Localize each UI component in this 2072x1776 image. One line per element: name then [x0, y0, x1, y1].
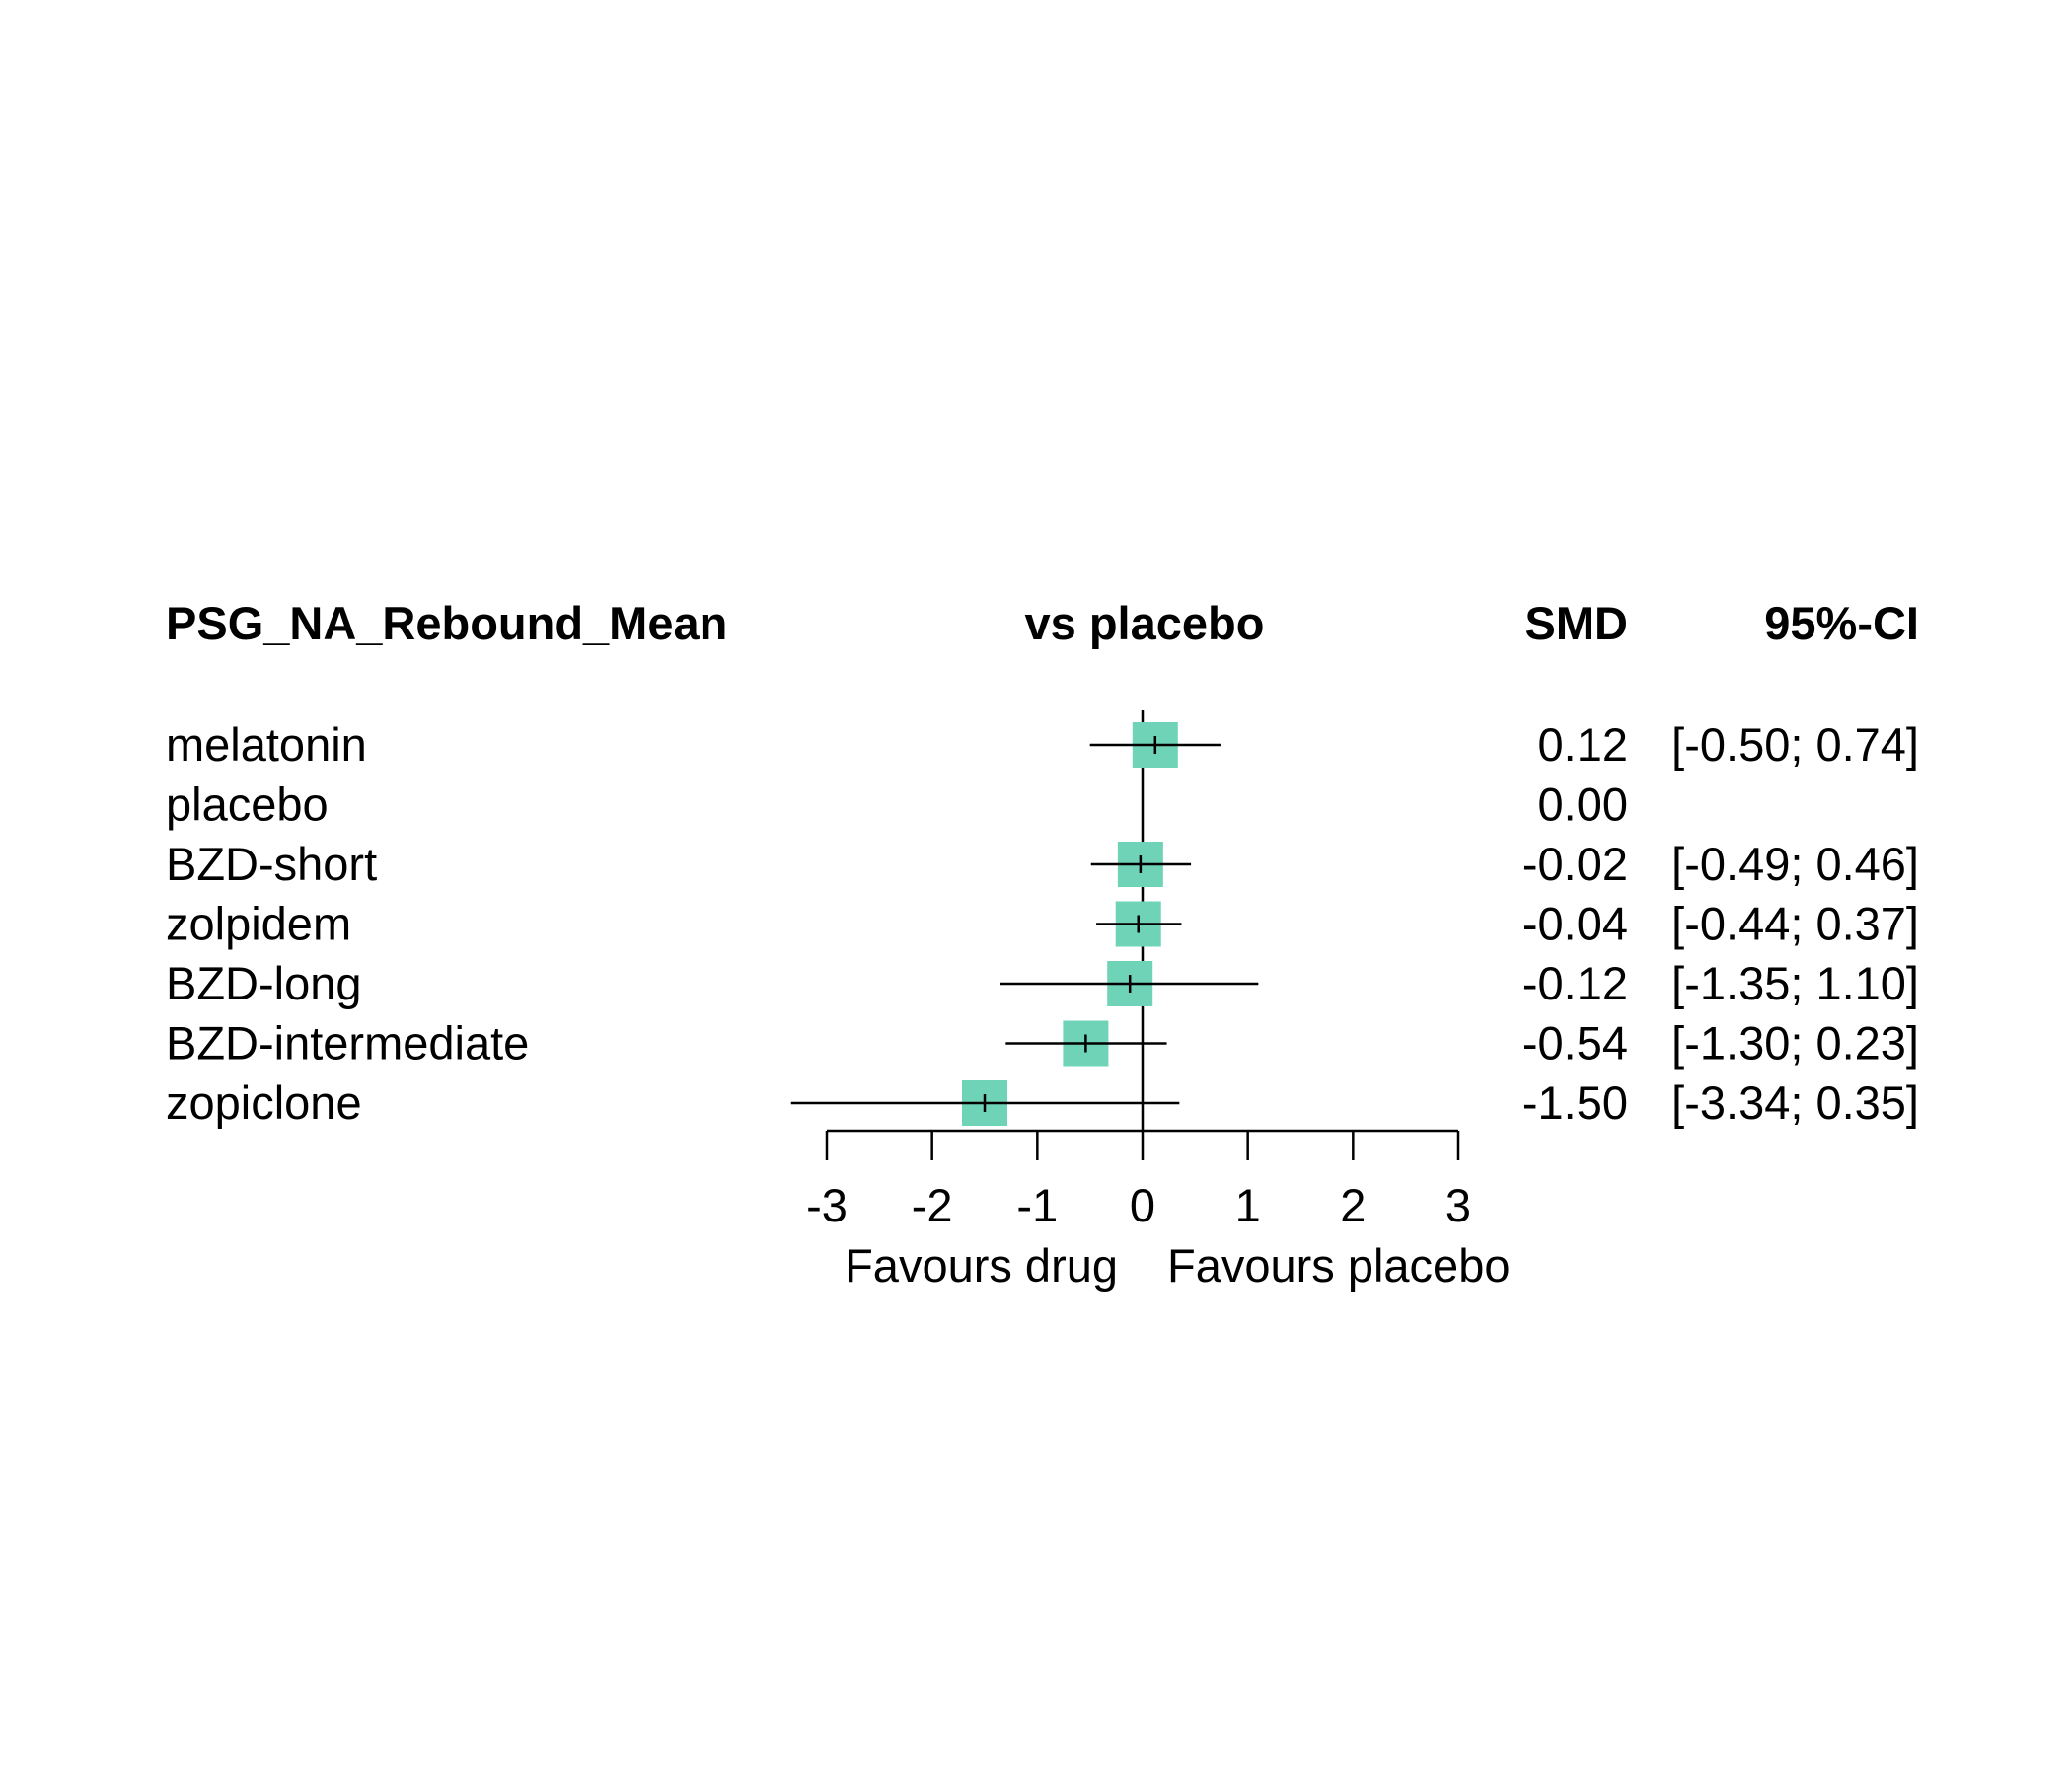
smd-value-zopiclone: -1.50 [1522, 1076, 1628, 1129]
ci-value-bzd-long: [-1.35; 1.10] [1671, 957, 1919, 1009]
favours-placebo-label: Favours placebo [1167, 1239, 1510, 1292]
outcome-header: PSG_NA_Rebound_Mean [166, 597, 727, 649]
favours-drug-label: Favours drug [845, 1239, 1118, 1292]
ci-header: 95%-CI [1764, 597, 1919, 649]
row-label-bzd-short: BZD-short [166, 838, 377, 890]
x-tick-label-6: 3 [1445, 1179, 1471, 1231]
row-label-zolpidem: zolpidem [166, 898, 351, 950]
smd-header: SMD [1525, 597, 1628, 649]
row-label-placebo: placebo [166, 778, 329, 831]
comparison-header: vs placebo [1025, 597, 1265, 649]
x-tick-label-2: -1 [1016, 1179, 1058, 1231]
row-label-zopiclone: zopiclone [166, 1076, 362, 1129]
ci-value-bzd-intermediate: [-1.30; 0.23] [1671, 1017, 1919, 1070]
ci-value-melatonin: [-0.50; 0.74] [1671, 718, 1919, 771]
row-label-bzd-long: BZD-long [166, 957, 362, 1009]
smd-value-placebo: 0.00 [1538, 778, 1628, 831]
ci-value-bzd-short: [-0.49; 0.46] [1671, 838, 1919, 890]
smd-value-bzd-short: -0.02 [1522, 838, 1628, 890]
smd-value-zolpidem: -0.04 [1522, 898, 1628, 950]
x-tick-label-3: 0 [1130, 1179, 1155, 1231]
row-label-melatonin: melatonin [166, 718, 367, 771]
x-tick-label-1: -2 [912, 1179, 953, 1231]
x-tick-label-0: -3 [806, 1179, 848, 1231]
ci-value-zolpidem: [-0.44; 0.37] [1671, 898, 1919, 950]
row-label-bzd-intermediate: BZD-intermediate [166, 1017, 529, 1070]
smd-value-bzd-intermediate: -0.54 [1522, 1017, 1628, 1070]
ci-value-zopiclone: [-3.34; 0.35] [1671, 1076, 1919, 1129]
smd-value-bzd-long: -0.12 [1522, 957, 1628, 1009]
smd-value-melatonin: 0.12 [1538, 718, 1628, 771]
x-tick-label-5: 2 [1340, 1179, 1366, 1231]
x-tick-label-4: 1 [1235, 1179, 1261, 1231]
